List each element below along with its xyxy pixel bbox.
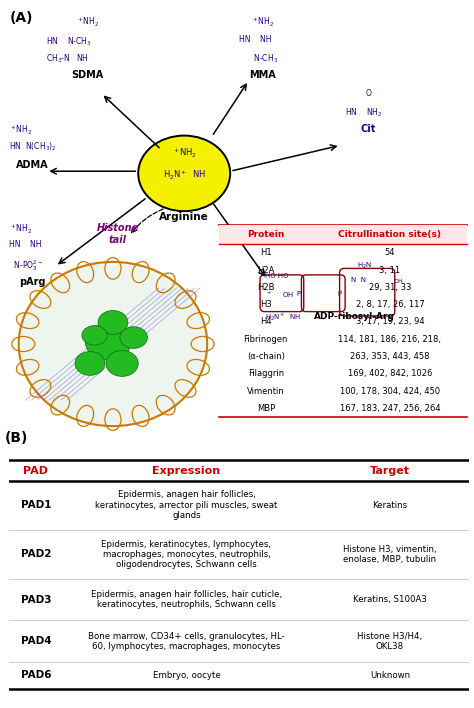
Text: Unknown: Unknown	[370, 671, 410, 680]
Text: Vimentin: Vimentin	[247, 387, 285, 396]
Text: H2A: H2A	[257, 266, 274, 275]
Text: 167, 183, 247, 256, 264: 167, 183, 247, 256, 264	[340, 404, 440, 413]
Text: Bone marrow, CD34+ cells, granulocytes, HL-
60, lymphocytes, macrophages, monocy: Bone marrow, CD34+ cells, granulocytes, …	[88, 632, 285, 651]
Text: OH: OH	[393, 279, 403, 284]
Text: Epidermis, anagen hair follicles, hair cuticle,
keratinocytes, neutrophils, Schw: Epidermis, anagen hair follicles, hair c…	[91, 590, 282, 610]
Text: Expression: Expression	[153, 466, 220, 476]
Ellipse shape	[18, 262, 207, 426]
Text: MBP: MBP	[257, 404, 275, 413]
Text: Embryo, oocyte: Embryo, oocyte	[153, 671, 220, 680]
Text: (α-chain): (α-chain)	[247, 352, 285, 361]
Text: Histone H3, vimentin,
enolase, MBP, tubulin: Histone H3, vimentin, enolase, MBP, tubu…	[343, 544, 437, 564]
Text: H$_2$N$^+$  NH: H$_2$N$^+$ NH	[163, 169, 206, 182]
Text: P: P	[337, 291, 342, 297]
Text: 169, 402, 842, 1026: 169, 402, 842, 1026	[348, 370, 432, 378]
Text: P: P	[296, 291, 301, 297]
Text: O: O	[365, 89, 371, 98]
Text: Keratins, S100A3: Keratins, S100A3	[353, 595, 427, 604]
Text: 114, 181, 186, 216, 218,: 114, 181, 186, 216, 218,	[338, 335, 441, 344]
Text: 2, 8, 17, 26, 117: 2, 8, 17, 26, 117	[356, 300, 424, 309]
Ellipse shape	[82, 326, 107, 345]
Text: Histone
tail: Histone tail	[96, 223, 139, 245]
Ellipse shape	[138, 136, 230, 211]
Text: $^+$NH$_2$: $^+$NH$_2$	[76, 16, 99, 29]
Text: Protein: Protein	[247, 230, 284, 239]
Text: Epidermis, anagen hair follicles,
keratinocytes, arrector pili muscles, sweat
gl: Epidermis, anagen hair follicles, kerati…	[95, 491, 278, 520]
Text: H1: H1	[260, 249, 272, 258]
Text: $^+$NH$_2$: $^+$NH$_2$	[9, 124, 33, 137]
Text: Keratins: Keratins	[373, 501, 408, 510]
Text: PAD4: PAD4	[20, 636, 51, 646]
Text: Epidermis, keratinocytes, lymphocytes,
macrophages, monocytes, neutrophils,
olig: Epidermis, keratinocytes, lymphocytes, m…	[101, 539, 272, 569]
Text: Fibrinogen: Fibrinogen	[244, 335, 288, 344]
Text: SDMA: SDMA	[72, 69, 104, 80]
Text: CH$_3$-N   NH: CH$_3$-N NH	[46, 52, 89, 65]
Text: HN  N(CH$_3$)$_2$: HN N(CH$_3$)$_2$	[9, 141, 57, 154]
Text: 263, 353, 443, 458: 263, 353, 443, 458	[350, 352, 430, 361]
Text: Cit: Cit	[360, 124, 376, 134]
Text: PAD2: PAD2	[21, 549, 51, 559]
Text: (B): (B)	[5, 431, 28, 445]
Text: PAD1: PAD1	[21, 501, 51, 510]
Text: Target: Target	[370, 466, 410, 476]
Text: H2B: H2B	[257, 283, 274, 292]
Text: N-PO$_3^{2-}$: N-PO$_3^{2-}$	[9, 258, 44, 273]
Text: H$_2$N: H$_2$N	[356, 261, 372, 270]
Text: ADMA: ADMA	[16, 161, 49, 171]
Text: HN    NH: HN NH	[239, 35, 272, 44]
Text: 100, 178, 304, 424, 450: 100, 178, 304, 424, 450	[340, 387, 440, 396]
Text: HN    NH$_2$: HN NH$_2$	[345, 106, 383, 119]
Text: $^+$     OH: $^+$ OH	[264, 290, 294, 300]
Text: pArg: pArg	[19, 277, 46, 287]
Text: $^+$NH$_2$: $^+$NH$_2$	[172, 147, 197, 161]
Text: Histone H3/H4,
OKL38: Histone H3/H4, OKL38	[357, 632, 422, 651]
Text: N  N: N N	[351, 277, 366, 283]
Text: H$_2$N$^+$  NH: H$_2$N$^+$ NH	[264, 312, 301, 323]
Text: MMA: MMA	[249, 69, 276, 80]
Text: PAD3: PAD3	[21, 595, 51, 605]
FancyBboxPatch shape	[219, 225, 467, 244]
Ellipse shape	[98, 311, 128, 334]
Text: ADP-ribosyl-Arg: ADP-ribosyl-Arg	[314, 312, 395, 321]
Text: 3, 11: 3, 11	[379, 266, 401, 275]
Text: Arginine: Arginine	[159, 212, 209, 222]
Text: (A): (A)	[9, 11, 33, 25]
Text: PAD6: PAD6	[21, 670, 51, 680]
Text: H4: H4	[260, 317, 272, 326]
Text: H3: H3	[260, 300, 272, 309]
Text: N-CH$_3$: N-CH$_3$	[239, 52, 279, 65]
Text: PAD: PAD	[23, 466, 48, 476]
Text: $^+$NH$_2$: $^+$NH$_2$	[251, 16, 274, 29]
Text: 3, 17, 19, 23, 94: 3, 17, 19, 23, 94	[356, 317, 424, 326]
Text: Filaggrin: Filaggrin	[248, 370, 284, 378]
Text: $^+$NH$_2$: $^+$NH$_2$	[9, 223, 33, 236]
Ellipse shape	[120, 326, 147, 348]
Ellipse shape	[85, 324, 131, 360]
Text: HN    N-CH$_3$: HN N-CH$_3$	[46, 35, 92, 47]
Ellipse shape	[106, 350, 138, 377]
Text: HN    NH: HN NH	[9, 240, 42, 249]
Text: 29, 31, 33: 29, 31, 33	[369, 283, 411, 292]
Text: HO HO: HO HO	[264, 273, 288, 279]
Text: Citrullination site(s): Citrullination site(s)	[338, 230, 441, 239]
Text: 54: 54	[385, 249, 395, 258]
Ellipse shape	[75, 352, 105, 375]
